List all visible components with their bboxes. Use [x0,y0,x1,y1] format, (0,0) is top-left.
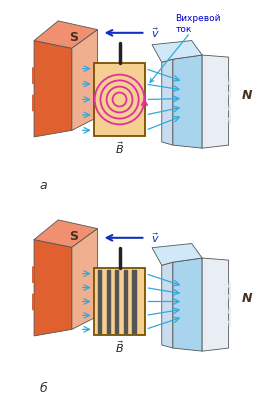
Polygon shape [162,263,173,348]
Polygon shape [202,258,229,351]
Text: а: а [40,178,48,192]
Text: S: S [69,230,78,243]
Polygon shape [173,258,202,351]
Text: $\vec{B}$: $\vec{B}$ [115,338,124,354]
Polygon shape [34,221,98,248]
Text: $\vec{v}$: $\vec{v}$ [151,231,160,244]
Polygon shape [152,41,202,63]
Polygon shape [72,30,98,131]
Polygon shape [72,229,98,330]
Text: б: б [40,381,48,394]
Text: Вихревой
ток: Вихревой ток [150,14,221,83]
Text: $\vec{B}$: $\vec{B}$ [115,140,124,156]
Text: S: S [69,31,78,44]
Polygon shape [34,41,72,138]
FancyBboxPatch shape [94,268,145,336]
Polygon shape [152,244,202,265]
Polygon shape [34,240,72,336]
Text: N: N [242,291,252,304]
Text: N: N [242,89,252,102]
Polygon shape [173,56,202,149]
FancyBboxPatch shape [94,63,145,137]
Polygon shape [34,22,98,49]
Polygon shape [162,60,173,146]
Polygon shape [202,56,229,149]
Text: $\vec{v}$: $\vec{v}$ [151,26,160,40]
